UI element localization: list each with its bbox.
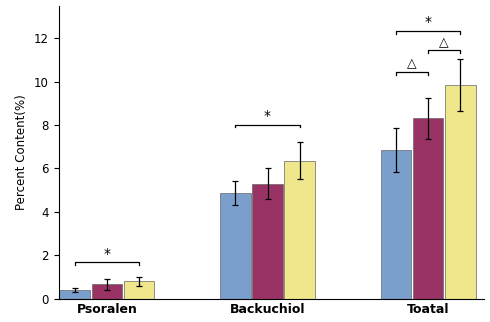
Bar: [123, 281, 154, 298]
Text: △: △: [407, 58, 417, 71]
Text: *: *: [103, 247, 110, 261]
Bar: [252, 184, 283, 298]
Text: *: *: [264, 109, 271, 123]
Bar: [59, 290, 90, 298]
Bar: [284, 161, 315, 298]
Bar: [220, 193, 251, 298]
Bar: [445, 85, 476, 298]
Bar: [381, 150, 411, 298]
Text: △: △: [440, 36, 449, 49]
Text: *: *: [425, 15, 432, 29]
Y-axis label: Percent Content(%): Percent Content(%): [15, 94, 28, 210]
Bar: [413, 118, 443, 298]
Bar: [92, 284, 122, 298]
